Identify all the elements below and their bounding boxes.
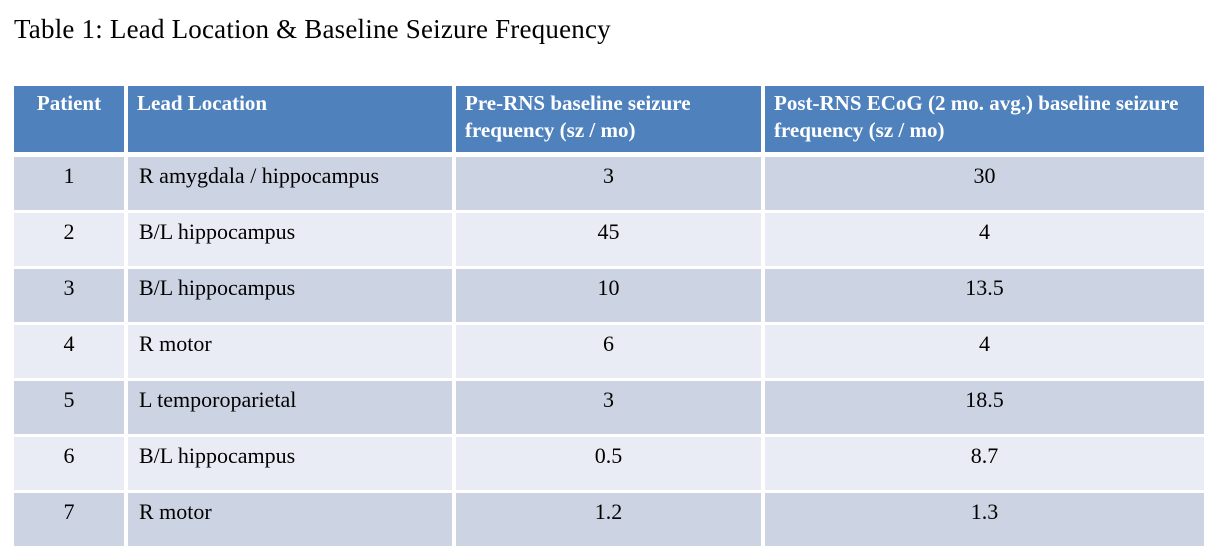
cell-lead-location: B/L hippocampus	[126, 211, 456, 269]
table-row: 1 R amygdala / hippocampus 3 30	[14, 154, 1204, 213]
lead-location-table: Patient Lead Location Pre-RNS baseline s…	[14, 86, 1204, 546]
cell-lead-location: R amygdala / hippocampus	[126, 154, 456, 213]
cell-post-rns: 4	[763, 211, 1204, 269]
table-row: 5 L temporoparietal 3 18.5	[14, 379, 1204, 437]
cell-lead-location: R motor	[126, 323, 456, 381]
cell-lead-location: B/L hippocampus	[126, 267, 456, 325]
table-row: 2 B/L hippocampus 45 4	[14, 211, 1204, 269]
cell-patient: 1	[14, 154, 128, 213]
cell-post-rns: 13.5	[763, 267, 1204, 325]
cell-patient: 2	[14, 211, 128, 269]
cell-pre-rns: 1.2	[454, 491, 765, 546]
table-row: 3 B/L hippocampus 10 13.5	[14, 267, 1204, 325]
cell-post-rns: 18.5	[763, 379, 1204, 437]
table-row: 7 R motor 1.2 1.3	[14, 491, 1204, 546]
cell-pre-rns: 10	[454, 267, 765, 325]
column-header-patient: Patient	[14, 86, 128, 157]
cell-patient: 6	[14, 435, 128, 493]
column-header-pre-rns: Pre-RNS baseline seizure frequency (sz /…	[454, 86, 765, 157]
cell-post-rns: 1.3	[763, 491, 1204, 546]
table-header-row: Patient Lead Location Pre-RNS baseline s…	[14, 86, 1204, 157]
cell-lead-location: B/L hippocampus	[126, 435, 456, 493]
cell-patient: 7	[14, 491, 128, 546]
table-caption: Table 1: Lead Location & Baseline Seizur…	[14, 14, 611, 44]
cell-pre-rns: 45	[454, 211, 765, 269]
cell-pre-rns: 6	[454, 323, 765, 381]
cell-pre-rns: 3	[454, 154, 765, 213]
cell-post-rns: 30	[763, 154, 1204, 213]
cell-lead-location: L temporoparietal	[126, 379, 456, 437]
cell-patient: 4	[14, 323, 128, 381]
table-row: 4 R motor 6 4	[14, 323, 1204, 381]
cell-pre-rns: 0.5	[454, 435, 765, 493]
cell-patient: 3	[14, 267, 128, 325]
cell-post-rns: 8.7	[763, 435, 1204, 493]
table-row: 6 B/L hippocampus 0.5 8.7	[14, 435, 1204, 493]
column-header-lead-location: Lead Location	[126, 86, 456, 157]
cell-post-rns: 4	[763, 323, 1204, 381]
cell-lead-location: R motor	[126, 491, 456, 546]
cell-patient: 5	[14, 379, 128, 437]
cell-pre-rns: 3	[454, 379, 765, 437]
column-header-post-rns: Post-RNS ECoG (2 mo. avg.) baseline seiz…	[763, 86, 1204, 157]
